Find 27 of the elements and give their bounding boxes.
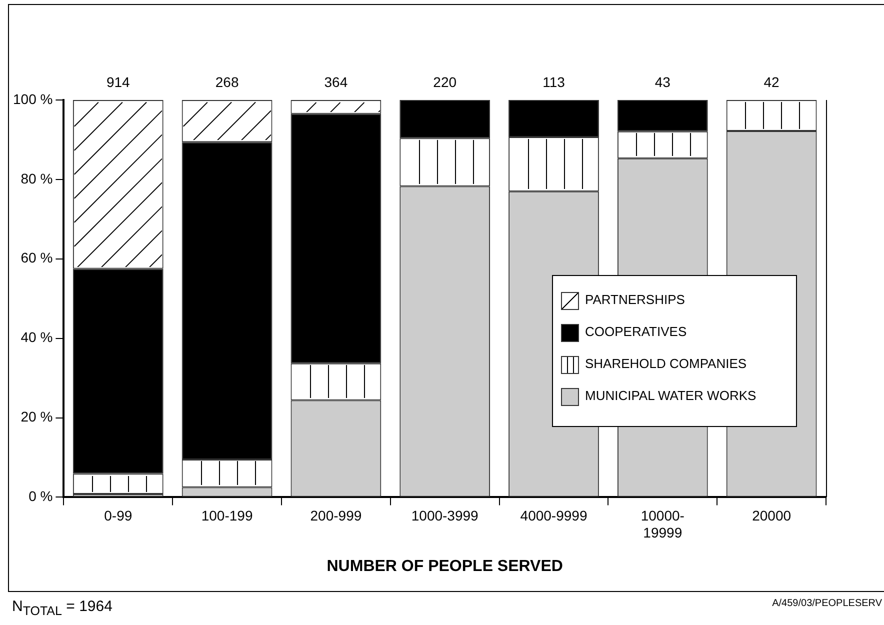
annotation: 364 <box>324 74 348 90</box>
y-tick-label: 60 % <box>20 250 53 266</box>
x-tick-label: 100-199 <box>201 507 253 524</box>
annotation: 220 <box>433 74 457 90</box>
x-tick-label: 1000-3999 <box>411 507 479 524</box>
annotation: 42 <box>764 74 780 90</box>
x-tick-label: 200-999 <box>310 507 362 524</box>
annotation: 43 <box>654 74 671 90</box>
y-tick-label: 40 % <box>20 329 53 346</box>
legend-label: PARTNERSHIPS <box>585 292 685 308</box>
x-tick-label: 10000-19999 <box>640 507 685 540</box>
x-axis-title: NUMBER OF PEOPLE SERVED <box>326 558 563 575</box>
y-tick-label: 20 % <box>20 408 53 425</box>
y-tick-label: 100 % <box>12 90 53 107</box>
legend-label: COOPERATIVES <box>585 324 687 340</box>
x-tick-label: 4000-9999 <box>520 507 588 524</box>
text: A/459/03/PEOPLESERV <box>772 598 882 609</box>
annotation: 113 <box>542 74 566 90</box>
annotation: 914 <box>106 74 130 90</box>
y-tick-label: 80 % <box>20 170 53 186</box>
legend-label: MUNICIPAL WATER WORKS <box>585 388 756 404</box>
legend-label: SHAREHOLD COMPANIES <box>585 356 747 372</box>
annotation: 268 <box>215 74 239 90</box>
text: N$_{TOTAL}$ = 1964 <box>12 598 112 618</box>
x-tick-label: 0-99 <box>104 507 132 524</box>
y-tick-label: 0 % <box>28 488 53 504</box>
x-tick-label: 20000 <box>752 507 792 524</box>
